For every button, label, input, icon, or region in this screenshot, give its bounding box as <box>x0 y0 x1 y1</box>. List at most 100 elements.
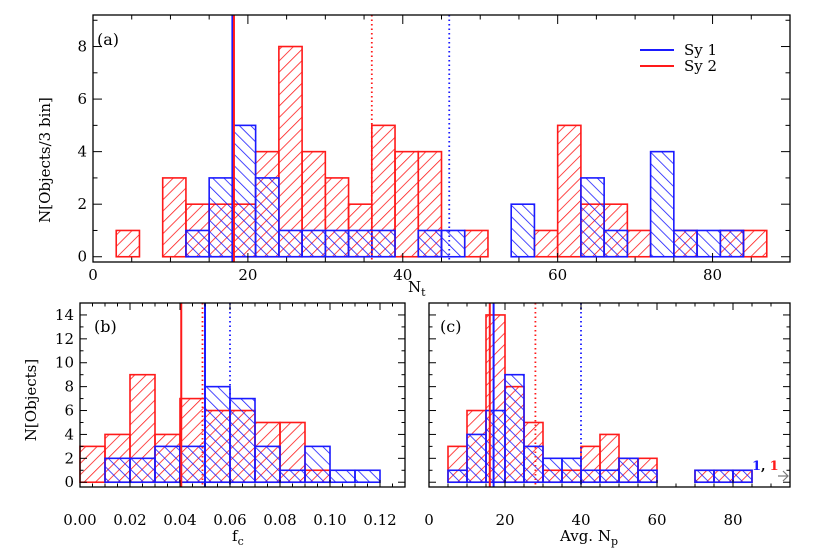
sy1-bar <box>504 373 525 484</box>
sy1-bar <box>204 385 231 484</box>
sy1-bar <box>370 229 396 258</box>
x-tick-label: 0.00 <box>63 511 96 529</box>
sy1-bar <box>104 457 131 484</box>
plot-frame <box>428 302 791 488</box>
x-tick-label: 40 <box>571 511 590 529</box>
x-tick-label: 60 <box>647 511 666 529</box>
sy1-bar <box>347 229 373 258</box>
x-tick-label: 0.08 <box>263 511 296 529</box>
x-tick-label: 0.06 <box>213 511 246 529</box>
sy2-bar <box>394 150 420 258</box>
legend-sy1-label: Sy 1 <box>684 41 717 59</box>
sy1-bar <box>231 124 257 258</box>
offscale-annotation: 1, 1 <box>752 459 789 482</box>
legend: Sy 1 Sy 2 <box>640 41 717 75</box>
panel-c-xlabel: Avg. Np <box>559 527 618 548</box>
panel-c: 0 20 40 60 80 (c) Avg. Np 1, 1 <box>424 302 791 548</box>
panel-b-xlabel: fc <box>232 527 244 548</box>
sy2-bar <box>533 229 559 258</box>
sy1-bar <box>580 469 601 484</box>
panel-c-label: (c) <box>440 317 461 336</box>
sy1-bar <box>713 469 734 484</box>
sy1-bar <box>542 457 563 484</box>
sy1-bar <box>510 203 536 258</box>
sy2-bar <box>278 45 303 258</box>
sy1-bar <box>208 177 234 258</box>
sy1-bar <box>447 469 468 484</box>
sy1-bar <box>129 457 156 484</box>
sy1-bar <box>580 177 605 258</box>
y-tick-label: 12 <box>55 330 74 348</box>
sy1-bar <box>618 457 639 484</box>
panel-a: 0 20 40 60 80 0 2 4 6 8 (a) N[Objects/3 bin] Nt S… <box>36 14 791 299</box>
y-tick-label: 6 <box>77 90 87 108</box>
sy1-bar <box>673 229 698 258</box>
x-tick-label: 0 <box>424 511 434 529</box>
sy1-bar <box>637 469 658 484</box>
offscale-separator: , <box>761 459 766 474</box>
sy2-bar <box>463 229 489 258</box>
sy2-bar <box>115 229 141 258</box>
legend-sy2-label: Sy 2 <box>684 57 717 75</box>
panel-b: 0.00 0.02 0.04 0.06 0.08 0.10 0.1202468101214 … <box>22 302 406 548</box>
offscale-count-sy2: 1 <box>770 459 779 474</box>
x-tick-label: 0 <box>88 266 98 284</box>
x-tick-label: 40 <box>393 266 412 284</box>
x-tick-label: 20 <box>238 266 257 284</box>
sy1-bar <box>649 150 675 258</box>
sy1-bar <box>179 445 206 484</box>
panel-b-ylabel: N[Objects] <box>22 359 40 441</box>
x-tick-label: 0.02 <box>113 511 146 529</box>
y-tick-label: 8 <box>64 378 74 396</box>
sy1-bar <box>603 229 629 258</box>
sy1-bar <box>732 469 753 484</box>
x-tick-label: 20 <box>495 511 514 529</box>
panel-a-ylabel: N[Objects/3 bin] <box>36 97 54 223</box>
sy1-bar <box>719 229 745 258</box>
offscale-arrowhead <box>782 470 789 482</box>
sy1-bar <box>694 469 715 484</box>
sy1-bar <box>254 177 280 258</box>
sy1-bar <box>301 229 327 258</box>
sy1-bar <box>279 469 306 484</box>
x-tick-label: 80 <box>723 511 742 529</box>
sy1-bar <box>354 469 381 484</box>
sy1-bar <box>324 229 350 258</box>
sy1-bar <box>278 229 303 258</box>
sy1-bar <box>304 445 331 484</box>
x-tick-label: 0.04 <box>163 511 196 529</box>
y-tick-label: 6 <box>64 402 74 420</box>
y-tick-label: 2 <box>64 449 74 467</box>
sy1-bar <box>254 445 281 484</box>
y-tick-label: 10 <box>55 354 74 372</box>
svg-text:1,1: 1, 1 <box>752 459 779 474</box>
sy1-bar <box>329 469 356 484</box>
sy1-bar <box>466 433 487 484</box>
y-tick-label: 0 <box>77 248 87 266</box>
x-tick-label: 0.12 <box>363 511 396 529</box>
panel-b-label: (b) <box>94 317 117 336</box>
sy2-bar <box>161 177 187 258</box>
offscale-count-sy1: 1 <box>752 459 761 474</box>
x-tick-label: 60 <box>548 266 567 284</box>
sy1-bar <box>523 445 544 484</box>
sy1-bar <box>440 229 466 258</box>
y-tick-label: 4 <box>77 143 87 161</box>
sy1-bar <box>229 397 256 484</box>
sy2-bar <box>79 445 106 484</box>
x-tick-label: 80 <box>703 266 722 284</box>
sy1-bar <box>154 445 181 484</box>
x-tick-label: 0.10 <box>313 511 346 529</box>
sy2-bar <box>626 229 652 258</box>
sy2-bar <box>742 229 768 258</box>
y-tick-label: 0 <box>64 473 74 491</box>
sy2-bar <box>556 124 582 258</box>
panel-a-label: (a) <box>97 30 119 49</box>
sy1-bar <box>599 469 620 484</box>
sy1-bar <box>561 457 582 484</box>
panel-a-xlabel: Nt <box>408 278 426 299</box>
y-tick-label: 8 <box>77 38 87 56</box>
sy1-bar <box>696 229 722 258</box>
y-tick-label: 14 <box>55 306 74 324</box>
